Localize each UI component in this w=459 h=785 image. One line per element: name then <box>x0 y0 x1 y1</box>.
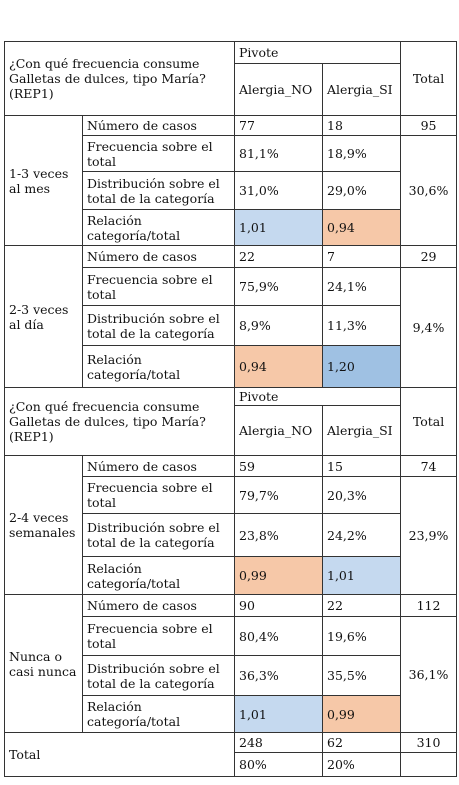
group-total-pct: 9,4% <box>400 267 458 388</box>
group-label: 1-3 veces al mes <box>4 115 83 246</box>
ratio-cell-si: 1,20 <box>321 345 402 388</box>
row-label: Relación categoría/total <box>82 695 235 733</box>
group-label: 2-3 veces al día <box>4 245 83 388</box>
row-label: Frecuencia sobre el total <box>82 135 235 172</box>
value-si: 19,6% <box>321 616 402 656</box>
row-label: Distribución sobre el total de la catego… <box>82 513 235 557</box>
row-label: Número de casos <box>82 245 235 268</box>
value-no: 75,9% <box>234 267 323 306</box>
value-si: 20,3% <box>321 476 402 514</box>
value-si: 24,2% <box>321 513 402 557</box>
value-no: 36,3% <box>234 655 323 696</box>
value-si: 29,0% <box>321 171 402 210</box>
grand-total-empty <box>400 752 458 777</box>
ratio-cell-no: 0,99 <box>234 556 323 595</box>
row-label: Relación categoría/total <box>82 209 235 246</box>
ratio-cell-si: 0,99 <box>321 695 402 733</box>
ratio-cell-no: 0,94 <box>234 345 323 388</box>
value-si: 35,5% <box>321 655 402 696</box>
row-label: Número de casos <box>82 594 235 617</box>
group-total-pct: 30,6% <box>400 135 458 246</box>
col-header-alergia-si: Alergia_SI <box>321 63 402 116</box>
value-no: 79,7% <box>234 476 323 514</box>
value-si: 24,1% <box>321 267 402 306</box>
ratio-cell-no: 1,01 <box>234 209 323 246</box>
group-total-pct: 23,9% <box>400 476 458 595</box>
value-no: 59 <box>234 455 323 477</box>
value-si: 22 <box>321 594 402 617</box>
value-si: 11,3% <box>321 305 402 346</box>
group-label: Nunca o casi nunca <box>4 594 83 733</box>
value-no: 23,8% <box>234 513 323 557</box>
group-label: 2-4 veces semanales <box>4 455 83 595</box>
total-header: Total <box>400 41 458 116</box>
value-no: 8,9% <box>234 305 323 346</box>
question-header: ¿Con qué frecuencia consume Galletas de … <box>4 387 235 456</box>
row-label: Frecuencia sobre el total <box>82 616 235 656</box>
grand-total-no: 248 <box>234 732 323 753</box>
ratio-cell-si: 0,94 <box>321 209 402 246</box>
grand-total-label: Total <box>4 732 235 777</box>
group-total-pct: 36,1% <box>400 616 458 733</box>
col-header-alergia-no: Alergia_NO <box>234 405 323 456</box>
grand-total-no-pct: 80% <box>234 752 323 777</box>
row-label: Distribución sobre el total de la catego… <box>82 305 235 346</box>
grand-total-si-pct: 20% <box>321 752 402 777</box>
value-no: 77 <box>234 115 323 136</box>
grand-total-value: 310 <box>400 732 458 753</box>
value-total: 95 <box>400 115 458 136</box>
total-header: Total <box>400 387 458 456</box>
row-label: Distribución sobre el total de la catego… <box>82 655 235 696</box>
row-label: Relación categoría/total <box>82 345 235 388</box>
value-total: 112 <box>400 594 458 617</box>
value-si: 15 <box>321 455 402 477</box>
value-si: 18,9% <box>321 135 402 172</box>
ratio-cell-no: 1,01 <box>234 695 323 733</box>
row-label: Número de casos <box>82 455 235 477</box>
grand-total-si: 62 <box>321 732 402 753</box>
row-label: Relación categoría/total <box>82 556 235 595</box>
row-label: Número de casos <box>82 115 235 136</box>
pivot-header: Pivote <box>233 41 402 64</box>
crosstab-table: ¿Con qué frecuencia consume Galletas de … <box>4 41 458 777</box>
row-label: Frecuencia sobre el total <box>82 476 235 514</box>
value-no: 81,1% <box>234 135 323 172</box>
value-no: 80,4% <box>234 616 323 656</box>
value-si: 7 <box>321 245 402 268</box>
pivot-header: Pivote <box>233 387 402 406</box>
row-label: Frecuencia sobre el total <box>82 267 235 306</box>
value-no: 22 <box>234 245 323 268</box>
row-label: Distribución sobre el total de la catego… <box>82 171 235 210</box>
value-no: 31,0% <box>234 171 323 210</box>
value-total: 29 <box>400 245 458 268</box>
question-header: ¿Con qué frecuencia consume Galletas de … <box>4 41 235 116</box>
value-total: 74 <box>400 455 458 477</box>
col-header-alergia-si: Alergia_SI <box>321 405 402 456</box>
value-si: 18 <box>321 115 402 136</box>
value-no: 90 <box>234 594 323 617</box>
col-header-alergia-no: Alergia_NO <box>234 63 323 116</box>
ratio-cell-si: 1,01 <box>321 556 402 595</box>
